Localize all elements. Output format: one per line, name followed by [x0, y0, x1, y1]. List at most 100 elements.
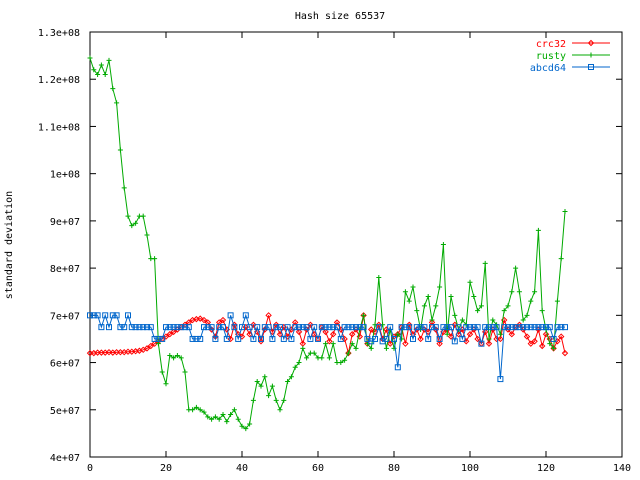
y-tick-label: 4e+07 — [50, 453, 80, 464]
data-point-abcd64 — [398, 324, 405, 331]
x-tick-label: 120 — [537, 463, 555, 474]
data-point-abcd64 — [204, 324, 211, 331]
data-point-abcd64 — [554, 324, 561, 331]
y-tick-label: 5e+07 — [50, 406, 80, 417]
data-point-rusty — [482, 260, 488, 266]
data-point-rusty — [486, 336, 492, 342]
data-point-crc32 — [371, 328, 379, 336]
data-point-rusty — [235, 416, 241, 422]
data-point-rusty — [243, 426, 249, 432]
data-point-rusty — [296, 360, 302, 366]
data-point-abcd64 — [212, 335, 219, 342]
data-point-rusty — [368, 345, 374, 351]
series-abcd64 — [87, 312, 568, 383]
data-point-rusty — [155, 341, 161, 347]
data-point-abcd64 — [128, 324, 135, 331]
data-point-abcd64 — [421, 324, 428, 331]
data-point-rusty — [114, 100, 120, 106]
data-point-abcd64 — [463, 324, 470, 331]
data-point-abcd64 — [436, 335, 443, 342]
data-point-rusty — [121, 185, 127, 191]
data-point-abcd64 — [246, 324, 253, 331]
data-point-abcd64 — [455, 324, 462, 331]
data-point-rusty — [269, 383, 275, 389]
data-point-abcd64 — [326, 324, 333, 331]
data-point-rusty — [117, 147, 123, 153]
data-point-rusty — [178, 355, 184, 361]
data-point-rusty — [532, 289, 538, 295]
data-point-abcd64 — [505, 324, 511, 331]
data-point-rusty — [220, 412, 226, 417]
data-point-rusty — [190, 407, 196, 413]
data-point-abcd64 — [311, 324, 318, 331]
data-point-rusty — [311, 350, 317, 356]
data-point-rusty — [193, 404, 199, 410]
legend-marker-abcd64 — [588, 64, 594, 70]
data-point-crc32 — [196, 315, 204, 322]
data-point-abcd64 — [451, 338, 458, 345]
data-point-abcd64 — [117, 324, 124, 331]
data-point-rusty — [425, 293, 431, 299]
data-point-abcd64 — [353, 324, 359, 331]
data-point-rusty — [478, 303, 484, 309]
data-point-abcd64 — [470, 324, 477, 331]
data-point-crc32 — [367, 326, 375, 333]
data-point-abcd64 — [90, 312, 97, 319]
data-point-crc32 — [170, 328, 177, 336]
data-point-abcd64 — [242, 312, 249, 319]
data-point-rusty — [285, 378, 291, 384]
data-point-crc32 — [386, 340, 394, 347]
data-point-abcd64 — [497, 376, 504, 383]
data-point-rusty — [490, 317, 496, 323]
data-point-rusty — [326, 355, 332, 361]
data-point-rusty — [167, 352, 173, 358]
data-point-abcd64 — [356, 324, 363, 331]
data-point-abcd64 — [444, 324, 451, 331]
data-point-rusty — [440, 242, 446, 247]
data-point-abcd64 — [216, 324, 223, 331]
y-axis-label: standard deviation — [4, 191, 15, 299]
data-point-abcd64 — [265, 324, 272, 331]
data-point-abcd64 — [239, 324, 245, 331]
data-point-rusty — [448, 293, 454, 299]
data-point-crc32 — [105, 348, 113, 356]
data-point-abcd64 — [562, 324, 568, 331]
data-point-rusty — [345, 350, 351, 356]
data-point-abcd64 — [394, 364, 401, 371]
data-point-crc32 — [151, 340, 158, 347]
data-point-rusty — [288, 374, 294, 380]
data-point-abcd64 — [258, 335, 264, 342]
data-point-rusty — [152, 256, 158, 262]
data-point-crc32 — [238, 333, 246, 340]
data-point-rusty — [399, 336, 405, 342]
data-point-abcd64 — [296, 324, 302, 331]
data-point-abcd64 — [432, 324, 439, 331]
data-point-rusty — [201, 409, 207, 415]
data-point-rusty — [106, 57, 112, 63]
data-point-rusty — [414, 308, 420, 314]
data-point-rusty — [98, 62, 104, 68]
y-tick-label: 1.1e+08 — [38, 122, 80, 133]
data-point-rusty — [182, 369, 188, 375]
x-tick-label: 40 — [236, 463, 248, 474]
data-point-rusty — [505, 303, 511, 309]
x-tick-label: 20 — [160, 463, 172, 474]
data-point-abcd64 — [467, 324, 473, 331]
data-point-abcd64 — [448, 324, 454, 331]
series-line-abcd64 — [90, 313, 565, 380]
data-point-rusty — [281, 397, 287, 403]
data-point-rusty — [228, 412, 234, 417]
data-point-rusty — [95, 72, 101, 77]
data-point-abcd64 — [159, 335, 166, 342]
data-point-rusty — [547, 341, 553, 347]
data-point-rusty — [87, 55, 93, 61]
data-point-rusty — [254, 378, 260, 384]
data-point-rusty — [304, 355, 310, 361]
data-point-abcd64 — [558, 324, 565, 331]
data-point-rusty — [258, 383, 264, 389]
data-point-rusty — [205, 414, 211, 420]
data-point-rusty — [520, 317, 526, 323]
data-point-rusty — [125, 213, 131, 219]
data-point-abcd64 — [170, 324, 177, 331]
